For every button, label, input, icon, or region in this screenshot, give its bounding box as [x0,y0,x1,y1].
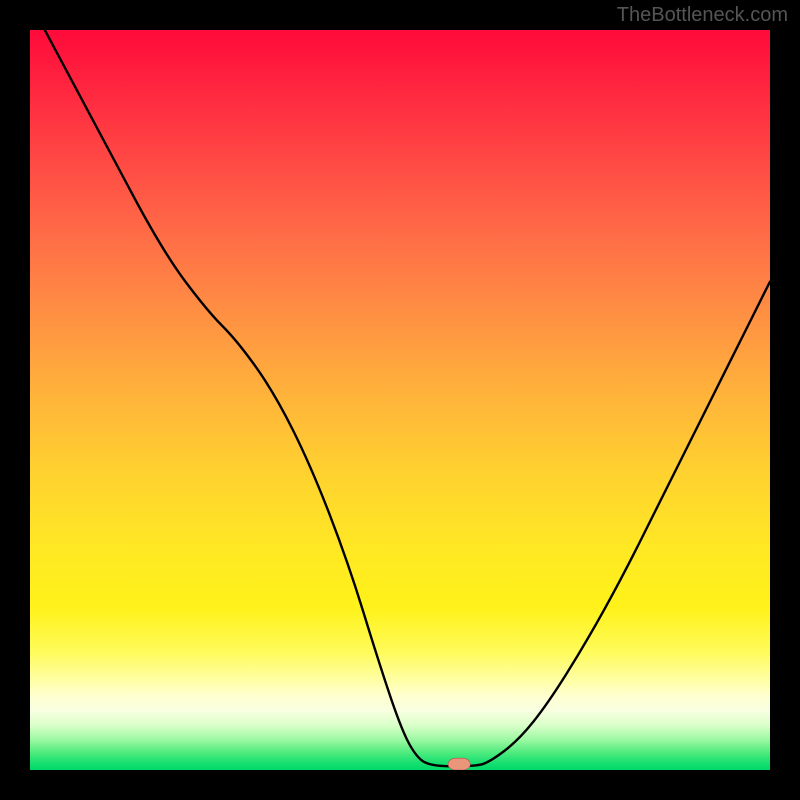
optimal-point-marker [448,758,470,770]
chart-gradient-background [30,30,770,770]
watermark-text: TheBottleneck.com [617,4,788,27]
bottleneck-curve-chart [30,30,770,770]
chart-plot-area [30,30,770,770]
